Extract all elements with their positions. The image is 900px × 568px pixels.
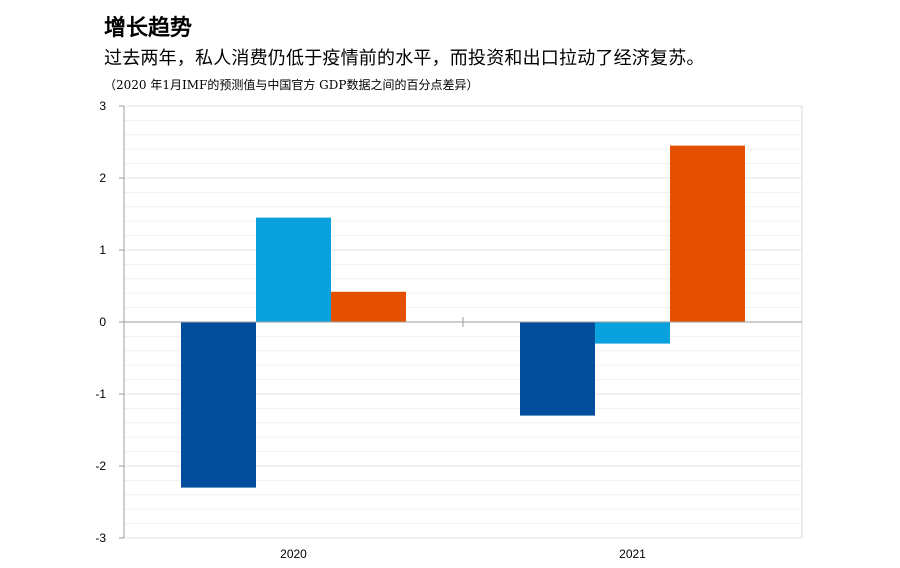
y-tick-label: 2 bbox=[99, 171, 106, 185]
y-tick-label: 1 bbox=[99, 243, 106, 257]
chart-note: （2020 年1月IMF的预测值与中国官方 GDP数据之间的百分点差异） bbox=[104, 78, 479, 92]
bar-private-consumption-2020 bbox=[181, 322, 256, 488]
y-tick-label: 3 bbox=[99, 99, 106, 113]
chart-title: 增长趋势 bbox=[104, 16, 193, 41]
bar-exports-2021 bbox=[670, 145, 745, 322]
bar-investment-2021 bbox=[595, 322, 670, 344]
chart-subtitle: 过去两年，私人消费仍低于疫情前的水平，而投资和出口拉动了经济复苏。 bbox=[104, 48, 705, 69]
bar-exports-2020 bbox=[331, 291, 406, 322]
y-tick-label: 0 bbox=[99, 315, 106, 329]
x-tick-label: 2020 bbox=[280, 547, 307, 561]
bar-investment-2020 bbox=[256, 217, 331, 322]
y-tick-label: -1 bbox=[95, 387, 106, 401]
y-tick-label: -3 bbox=[95, 531, 106, 545]
bar-private-consumption-2021 bbox=[520, 322, 595, 416]
y-tick-label: -2 bbox=[95, 459, 106, 473]
x-tick-label: 2021 bbox=[619, 547, 646, 561]
